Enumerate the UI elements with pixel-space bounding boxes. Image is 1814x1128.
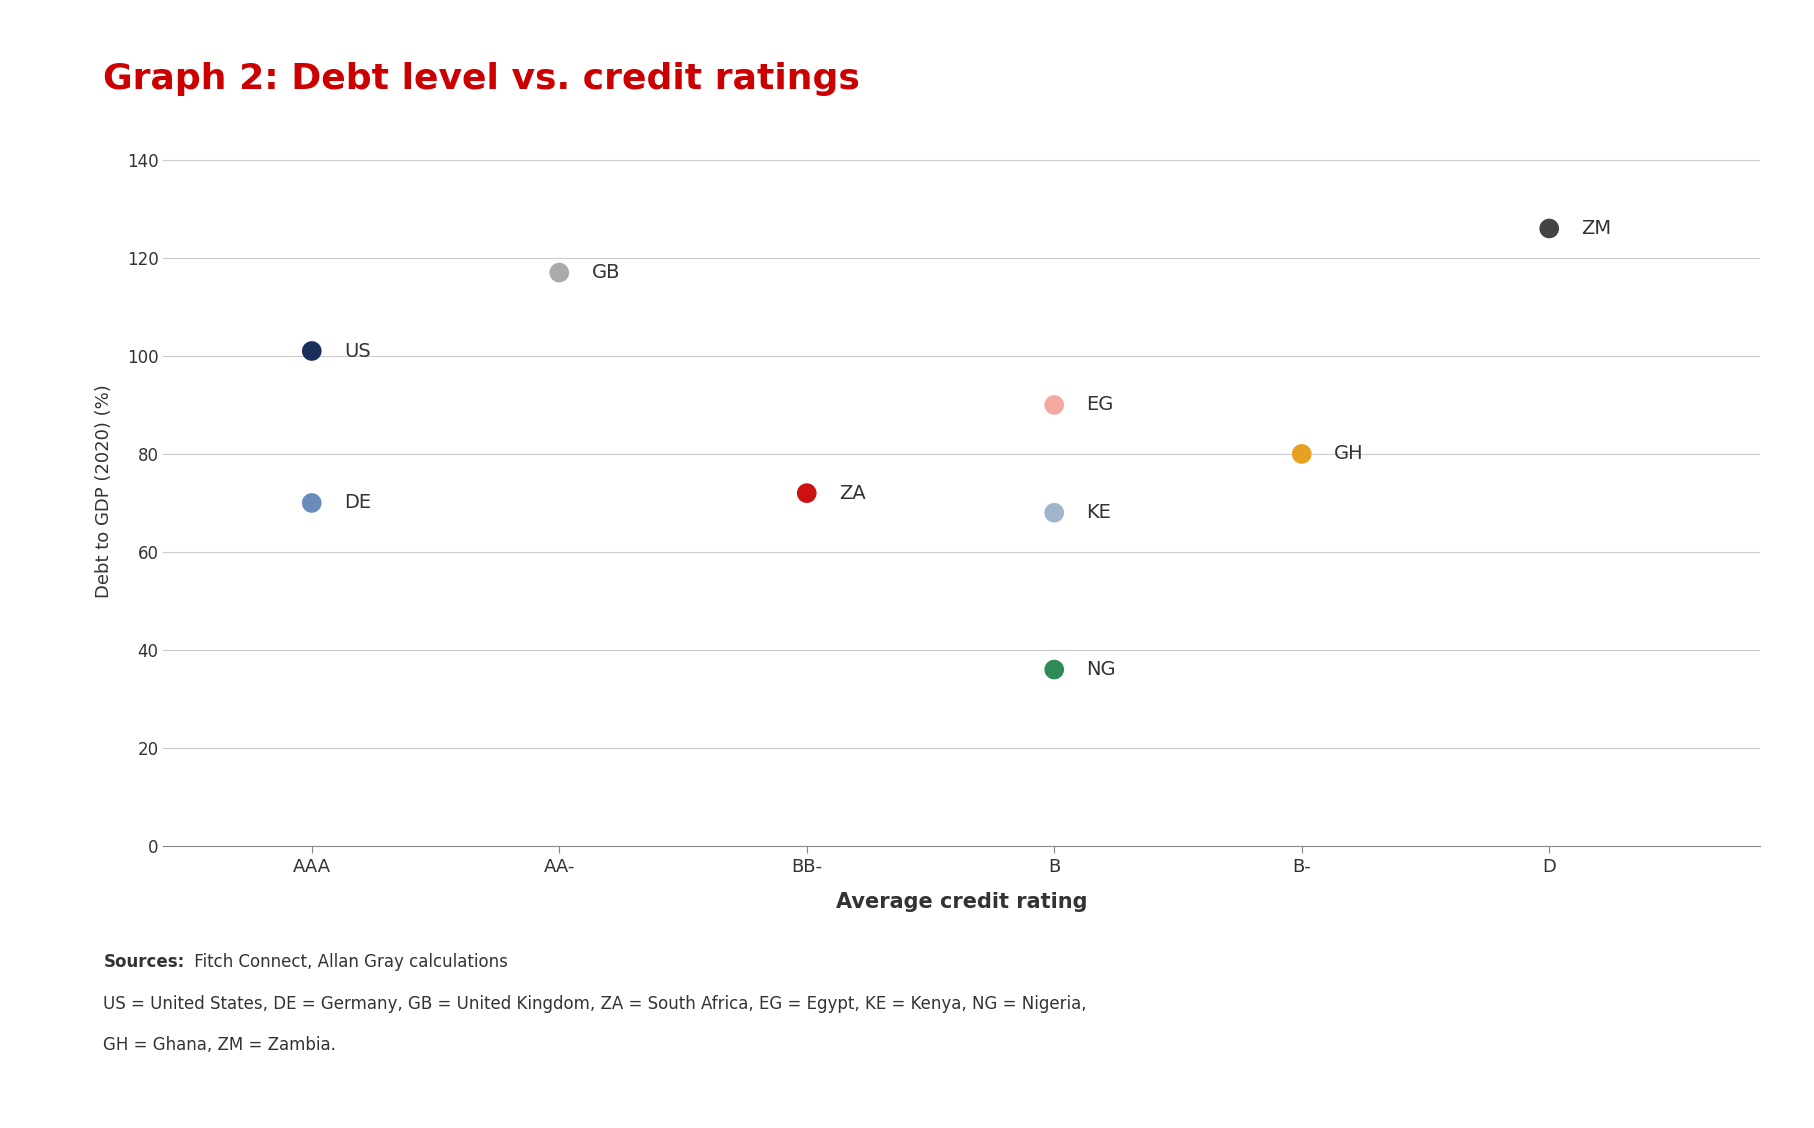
Y-axis label: Debt to GDP (2020) (%): Debt to GDP (2020) (%) xyxy=(94,384,112,598)
Point xyxy=(1288,444,1317,462)
Text: US: US xyxy=(345,342,370,361)
Text: EG: EG xyxy=(1087,396,1114,414)
Point xyxy=(793,484,822,502)
Text: KE: KE xyxy=(1087,503,1112,522)
Point xyxy=(297,342,327,360)
X-axis label: Average credit rating: Average credit rating xyxy=(836,892,1087,913)
Point xyxy=(544,264,573,282)
Text: US = United States, DE = Germany, GB = United Kingdom, ZA = South Africa, EG = E: US = United States, DE = Germany, GB = U… xyxy=(103,995,1087,1013)
Text: GH: GH xyxy=(1333,444,1364,464)
Text: Sources:: Sources: xyxy=(103,953,185,971)
Text: NG: NG xyxy=(1087,660,1116,679)
Text: ZA: ZA xyxy=(838,484,865,503)
Text: ZM: ZM xyxy=(1582,219,1611,238)
Point xyxy=(1039,661,1068,679)
Point xyxy=(297,494,327,512)
Point xyxy=(1535,220,1564,238)
Text: Graph 2: Debt level vs. credit ratings: Graph 2: Debt level vs. credit ratings xyxy=(103,62,860,96)
Point xyxy=(1039,396,1068,414)
Text: GB: GB xyxy=(591,263,620,282)
Text: GH = Ghana, ZM = Zambia.: GH = Ghana, ZM = Zambia. xyxy=(103,1036,336,1054)
Text: Fitch Connect, Allan Gray calculations: Fitch Connect, Allan Gray calculations xyxy=(189,953,508,971)
Text: DE: DE xyxy=(345,493,372,512)
Point xyxy=(1039,504,1068,522)
